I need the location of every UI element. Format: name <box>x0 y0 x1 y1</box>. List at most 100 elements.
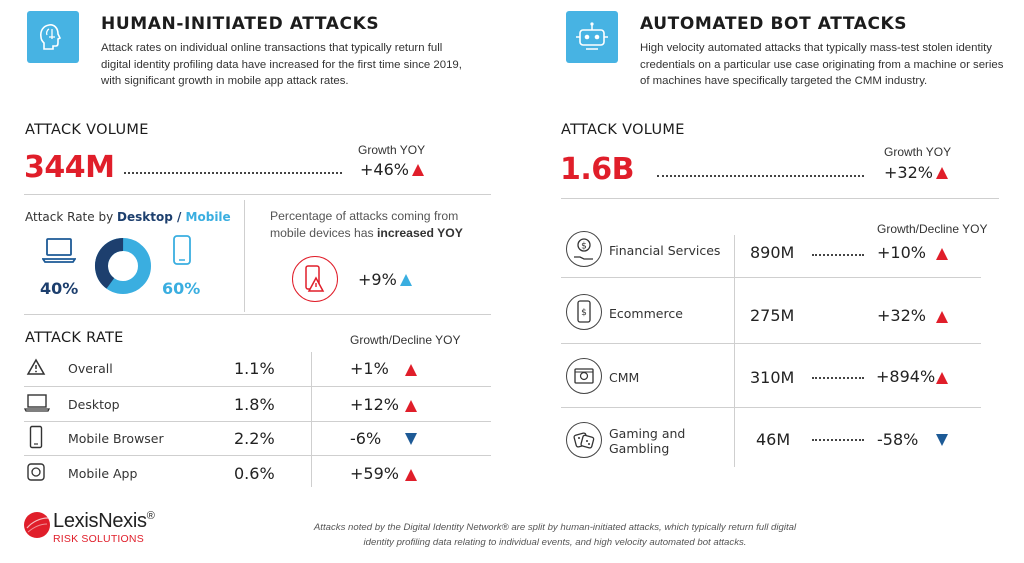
industry-value: 46M <box>756 430 791 449</box>
industry-change: +10% <box>877 243 926 262</box>
bot-description: High velocity automated attacks that typ… <box>640 40 1020 90</box>
phone-dollar-icon: $ <box>566 294 602 330</box>
note-bold: increased YOY <box>377 226 463 240</box>
brand-mark: ® <box>146 510 155 522</box>
divider <box>24 421 491 422</box>
up-arrow-icon <box>936 370 948 388</box>
mobile-percent: 60% <box>162 279 200 298</box>
divider <box>24 194 491 195</box>
smartphone-icon <box>172 234 192 271</box>
bot-growth: +32% <box>884 163 948 182</box>
dotted-leader <box>812 254 864 256</box>
mobile-growth: +9% <box>358 270 412 289</box>
up-arrow-icon <box>936 246 948 264</box>
laptop-icon <box>41 236 77 269</box>
up-arrow-icon <box>411 164 424 176</box>
rate-by-device-label: Attack Rate by Desktop / Mobile <box>25 210 231 224</box>
robot-icon <box>566 11 618 63</box>
industry-change-value: +894% <box>876 367 936 386</box>
industry-label: Ecommerce <box>609 306 683 321</box>
up-arrow-icon <box>405 398 417 416</box>
desc-line: credentials on a particular use case ori… <box>640 58 1004 71</box>
industry-change: -58% <box>877 430 918 449</box>
rate-growth-header: Growth/Decline YOY <box>350 333 461 347</box>
bot-growth-header: Growth/Decline YOY <box>877 222 988 236</box>
desc-line: of machines have specifically targeted t… <box>640 75 928 87</box>
desc-line: with significant growth in mobile app at… <box>101 75 349 87</box>
rate-label: Overall <box>68 361 113 376</box>
industry-value: 890M <box>750 243 795 262</box>
bot-growth-label: Growth YOY <box>884 145 952 159</box>
laptop-icon <box>23 393 51 418</box>
rate-label: Mobile Browser <box>68 431 164 446</box>
bot-title: AUTOMATED BOT ATTACKS <box>640 14 908 34</box>
desc-line: digital identity profiling data have inc… <box>101 58 462 71</box>
industry-label-line: Ecommerce <box>609 306 683 321</box>
note-prefix: mobile devices has <box>270 226 378 240</box>
dotted-leader <box>657 175 864 177</box>
footnote-line: identity profiling data relating to indi… <box>363 537 747 548</box>
desc-line: High velocity automated attacks that typ… <box>640 42 993 54</box>
down-arrow-icon <box>405 432 417 450</box>
mobile-increase-note: Percentage of attacks coming from mobile… <box>270 208 490 242</box>
industry-change-value: +32% <box>877 306 926 325</box>
device-share-donut <box>95 238 151 294</box>
divider <box>24 455 491 456</box>
rate-heading: ATTACK RATE <box>25 330 124 346</box>
human-growth-value: +46% <box>360 160 409 179</box>
rate-by-mobile: Mobile <box>185 210 231 224</box>
up-arrow-icon <box>936 309 948 327</box>
industry-value: 275M <box>750 306 795 325</box>
rate-value: 2.2% <box>234 429 275 448</box>
rate-change-value: +1% <box>350 359 389 378</box>
rate-by-prefix: Attack Rate by <box>25 210 117 224</box>
industry-label-line: Financial Services <box>609 243 721 258</box>
up-arrow-icon <box>405 362 417 380</box>
rate-change-value: +59% <box>350 464 399 483</box>
dice-icon <box>566 422 602 458</box>
rate-value: 0.6% <box>234 464 275 483</box>
industry-label-line: CMM <box>609 370 640 385</box>
money-hand-icon: $ <box>566 231 602 267</box>
industry-change: +894% <box>876 367 935 386</box>
rate-change: +1% <box>350 359 389 378</box>
human-growth-label: Growth YOY <box>358 143 426 157</box>
up-arrow-icon <box>399 274 412 286</box>
lexisnexis-logo <box>23 511 51 544</box>
divider <box>561 277 981 278</box>
note-line: mobile devices has increased YOY <box>270 225 490 242</box>
footnote: Attacks noted by the Digital Identity Ne… <box>250 520 860 550</box>
mobile-alert-icon <box>292 256 338 302</box>
brand-text: LexisNexis <box>53 510 147 532</box>
app-icon <box>26 462 46 487</box>
rate-change: -6% <box>350 429 381 448</box>
industry-label: Financial Services <box>609 243 720 258</box>
desktop-percent: 40% <box>40 279 78 298</box>
up-arrow-icon <box>405 467 417 485</box>
mobile-growth-value: +9% <box>358 270 397 289</box>
industry-change: +32% <box>877 306 926 325</box>
bot-volume-heading: ATTACK VOLUME <box>561 122 685 138</box>
svg-text:$: $ <box>581 308 587 318</box>
human-description: Attack rates on individual online transa… <box>101 40 521 90</box>
industry-label: Gaming and Gambling <box>609 426 685 456</box>
mobile-pct: 60% <box>162 279 201 298</box>
brand-name: LexisNexis® <box>53 510 155 533</box>
up-arrow-icon <box>935 167 948 179</box>
divider <box>734 235 735 467</box>
industry-value: 310M <box>750 368 795 387</box>
dotted-leader <box>812 377 864 379</box>
bot-growth-value: +32% <box>884 163 933 182</box>
note-line: Percentage of attacks coming from <box>270 209 459 223</box>
divider <box>24 386 491 387</box>
human-volume-heading: ATTACK VOLUME <box>25 122 149 138</box>
divider <box>561 407 981 408</box>
rate-value: 1.1% <box>234 359 275 378</box>
rate-change-value: -6% <box>350 429 382 448</box>
human-head-icon <box>27 11 79 63</box>
industry-change-value: +10% <box>877 243 926 262</box>
rate-change: +12% <box>350 395 399 414</box>
industry-label-line: Gambling <box>609 441 670 456</box>
industry-label: CMM <box>609 370 639 385</box>
rate-label: Desktop <box>68 397 120 412</box>
